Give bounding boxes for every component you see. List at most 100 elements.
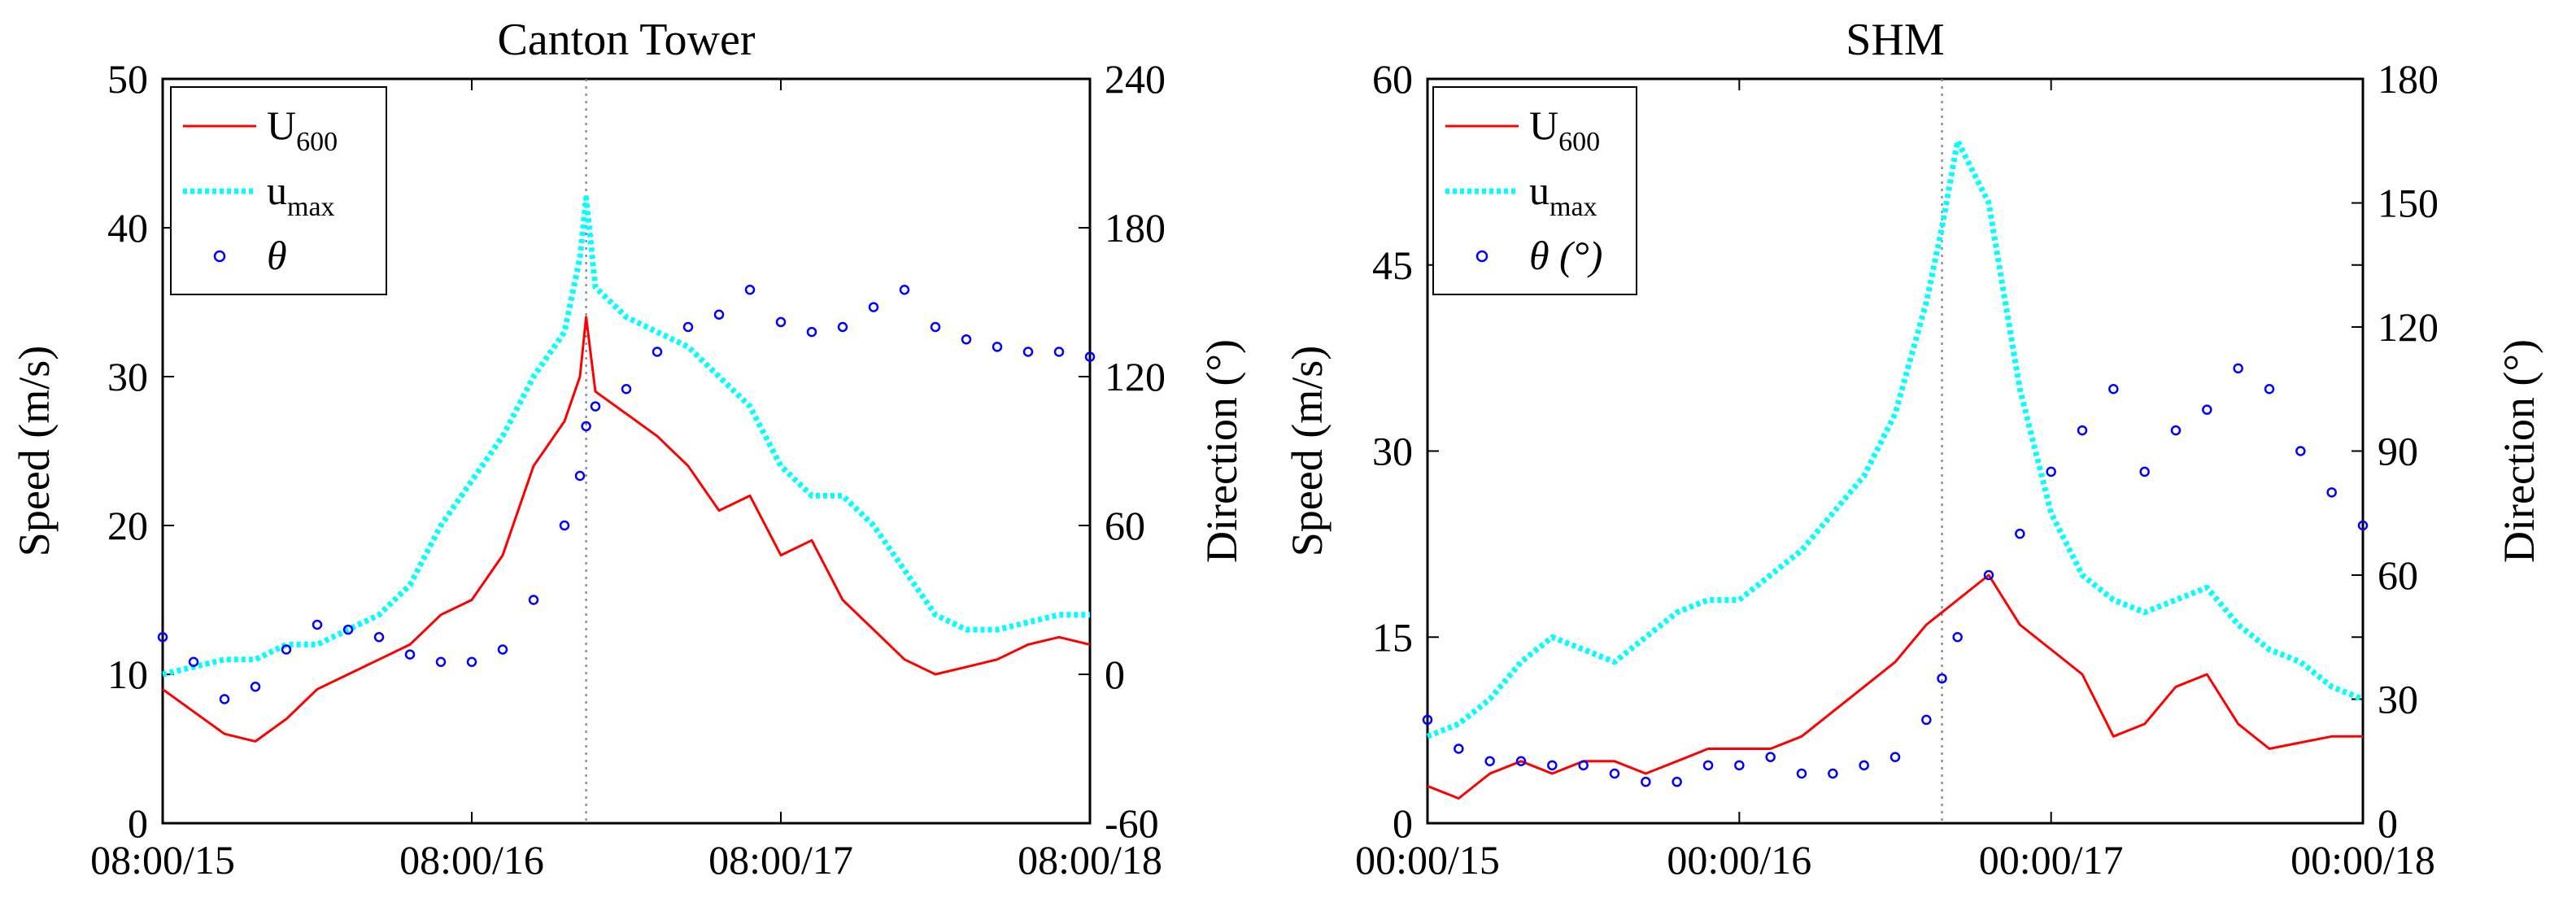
theta-point bbox=[992, 342, 1003, 352]
x-tick-label: 00:00/17 bbox=[1979, 837, 2124, 883]
theta-point bbox=[559, 520, 570, 531]
legend-label-subscript: max bbox=[1550, 192, 1597, 222]
theta-point bbox=[528, 595, 539, 605]
theta-point bbox=[1702, 760, 1714, 771]
chart-canton-tower: Canton Tower 0 10 20 30 40 50 -60 0 60 120 180 240 08… bbox=[10, 15, 1166, 883]
u600-line bbox=[162, 316, 1091, 743]
theta-point bbox=[2202, 404, 2212, 415]
theta-point bbox=[2015, 528, 2025, 539]
theta-point bbox=[1734, 760, 1745, 771]
y2-tick-label: 180 bbox=[2378, 56, 2439, 102]
y-tick-label: 20 bbox=[107, 503, 148, 548]
legend-label: umax bbox=[267, 168, 335, 222]
legend-label-subscript: 600 bbox=[296, 127, 338, 157]
legend-swatch-theta bbox=[213, 250, 226, 263]
theta-point bbox=[2046, 466, 2056, 477]
theta-point bbox=[1053, 347, 1065, 357]
theta-point bbox=[2077, 425, 2088, 436]
y-tick-label: 50 bbox=[107, 56, 148, 102]
theta-point bbox=[2139, 466, 2150, 477]
theta-point bbox=[1983, 569, 1994, 581]
theta-point bbox=[435, 656, 447, 667]
y2-tick-label: 0 bbox=[2378, 800, 2398, 846]
y-tick-label: 0 bbox=[128, 800, 148, 846]
legend-label: θ (°) bbox=[1529, 233, 1602, 278]
theta-point bbox=[806, 326, 817, 338]
theta-point bbox=[157, 632, 168, 643]
legend-label: umax bbox=[1529, 168, 1597, 222]
legend-swatch-theta bbox=[1475, 250, 1489, 263]
y2-tick-label: 180 bbox=[1105, 205, 1166, 251]
theta-point bbox=[590, 401, 601, 412]
x-tick-label: 00:00/16 bbox=[1667, 837, 1811, 883]
legend-box bbox=[1432, 86, 1637, 295]
legend-label-main: U bbox=[1529, 102, 1558, 148]
theta-point bbox=[899, 285, 910, 295]
theta-point bbox=[2108, 384, 2119, 395]
theta-point bbox=[1641, 776, 1651, 787]
theta-point bbox=[1454, 743, 1464, 754]
x-tick-label: 08:00/18 bbox=[1018, 837, 1162, 883]
umax-line bbox=[162, 194, 1090, 678]
y2-tick-label: 150 bbox=[2378, 181, 2439, 226]
y-axis-label: Speed (m/s) bbox=[10, 346, 59, 556]
theta-point bbox=[1828, 768, 1838, 779]
theta-point bbox=[837, 321, 848, 333]
theta-point bbox=[775, 316, 787, 328]
theta-point bbox=[1578, 760, 1589, 771]
theta-point bbox=[2357, 520, 2369, 531]
theta-point bbox=[373, 632, 385, 643]
theta-point bbox=[1484, 756, 1495, 766]
y-tick-label: 40 bbox=[107, 205, 148, 251]
x-tick-label: 08:00/16 bbox=[399, 837, 544, 883]
theta-point bbox=[2233, 363, 2243, 374]
theta-point bbox=[1609, 768, 1620, 779]
chart-title: SHM bbox=[1846, 15, 1944, 65]
theta-point bbox=[1937, 673, 1947, 684]
legend-label-main: U bbox=[267, 102, 296, 148]
theta-point bbox=[930, 321, 941, 333]
y2-tick-label: 90 bbox=[2378, 429, 2418, 474]
y-tick-label: 10 bbox=[107, 652, 148, 697]
theta-point bbox=[574, 470, 586, 482]
theta-point bbox=[404, 649, 416, 660]
y2-tick-label: 60 bbox=[2378, 552, 2418, 598]
theta-point bbox=[466, 656, 477, 667]
y2-tick-label: 30 bbox=[2378, 677, 2418, 722]
theta-point bbox=[1796, 768, 1807, 779]
theta-point bbox=[188, 656, 199, 667]
y2-tick-label: -60 bbox=[1105, 800, 1159, 846]
theta-point bbox=[219, 694, 230, 704]
theta-point bbox=[868, 302, 879, 312]
y2-tick-label: 0 bbox=[1105, 652, 1125, 697]
y-tick-label: 15 bbox=[1372, 614, 1413, 660]
plot-frame bbox=[161, 77, 1092, 825]
x-tick-label: 00:00/18 bbox=[2291, 837, 2435, 883]
theta-point bbox=[1765, 752, 1776, 762]
legend-label-main: u bbox=[267, 168, 287, 213]
theta-point bbox=[1515, 756, 1527, 766]
theta-point bbox=[1672, 776, 1682, 787]
theta-point bbox=[2326, 487, 2337, 498]
theta-point bbox=[312, 619, 323, 630]
theta-point bbox=[1547, 760, 1558, 771]
neighbor-y2-axis-label: Direction (°) bbox=[1197, 339, 1246, 563]
theta-point bbox=[1921, 714, 1932, 726]
y-tick-label: 30 bbox=[107, 354, 148, 399]
y-tick-label: 0 bbox=[1393, 800, 1413, 846]
legend-label-main: θ bbox=[267, 233, 287, 278]
theta-point bbox=[1422, 714, 1433, 726]
theta-point bbox=[621, 384, 632, 395]
theta-point bbox=[1859, 760, 1869, 771]
x-tick-label: 08:00/17 bbox=[708, 837, 853, 883]
legend-label-main: u bbox=[1529, 168, 1550, 213]
theta-point bbox=[281, 644, 292, 655]
theta-point bbox=[1084, 351, 1096, 362]
x-tick-label: 00:00/15 bbox=[1355, 837, 1500, 883]
theta-point bbox=[713, 309, 725, 320]
theta-point bbox=[682, 321, 694, 333]
theta-point bbox=[2170, 425, 2182, 436]
legend: U600 umax θ bbox=[170, 86, 387, 295]
